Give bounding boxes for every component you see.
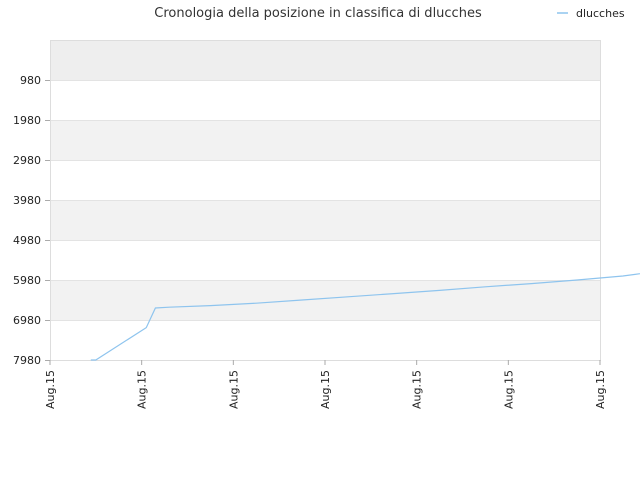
legend-label: dlucches [576,7,625,20]
plot-band [50,120,600,160]
plot-band [50,240,600,280]
y-tick-label: 980 [20,74,41,87]
y-tick-label: 3980 [13,194,41,207]
y-tick-label: 5980 [13,274,41,287]
y-tick-label: 6980 [13,314,41,327]
x-tick-label: Aug.15 [136,370,149,409]
plot-band [50,160,600,200]
y-tick-label: 2980 [13,154,41,167]
y-axis: 980 1980 2980 3980 4980 5980 6980 7980 [13,74,50,367]
x-axis: Aug.15 Aug.15 Aug.15 Aug.15 Aug.15 Aug.15 Aug.… [44,360,607,409]
x-tick-label: Aug.15 [227,370,240,409]
plot-band [50,200,600,240]
x-tick-label: Aug.15 [44,370,57,409]
plot-band [50,320,600,360]
x-tick-label: Aug.15 [411,370,424,409]
plot-band [50,40,600,80]
series-layer [90,273,640,361]
plot-background [50,40,600,360]
plot-band [50,280,600,320]
y-tick-label: 4980 [13,234,41,247]
plot-band [50,80,600,120]
chart-title: Cronologia della posizione in classifica… [154,6,482,21]
x-tick-label: Aug.15 [502,370,515,409]
x-tick-label: Aug.15 [594,370,607,409]
y-tick-label: 7980 [13,354,41,367]
x-tick-label: Aug.15 [319,370,332,409]
series-line-dlucches [90,273,640,361]
legend: dlucches [557,7,625,20]
y-tick-label: 1980 [13,114,41,127]
